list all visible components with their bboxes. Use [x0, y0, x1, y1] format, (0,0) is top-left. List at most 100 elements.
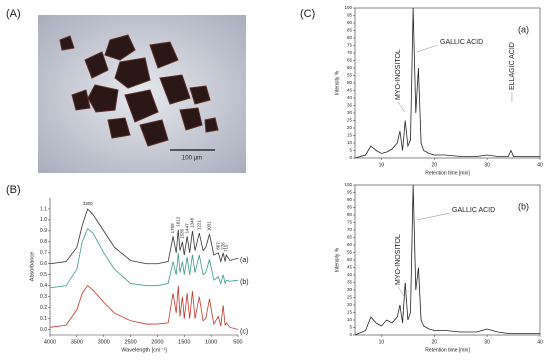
peak-label: 1221	[196, 220, 201, 231]
x-tick-label: 500	[233, 339, 242, 345]
plot-frame	[354, 184, 541, 336]
series-line	[354, 7, 540, 159]
x-tick-label: 10	[379, 162, 385, 168]
y-tick-label: 90	[347, 20, 353, 25]
peak-label: 776	[220, 242, 225, 250]
x-tick-label: 2500	[124, 339, 136, 345]
x-tick-label: 4000	[44, 339, 56, 345]
y-tick-label: 90	[347, 197, 353, 202]
y-tick-label: 10	[347, 317, 353, 322]
annotation: MYO-INOSITOL	[395, 49, 402, 100]
y-axis-label: Absorbance	[29, 252, 35, 281]
x-tick-label: 2000	[151, 339, 163, 345]
y-tick-label: 20	[347, 125, 353, 130]
y-tick-label: 0.1	[40, 316, 47, 322]
y-tick-label: 0.9	[40, 228, 47, 234]
annotation: GALLIC ACID	[452, 207, 495, 214]
y-tick-label: 30	[347, 110, 353, 115]
x-tick-label: 40	[537, 162, 543, 168]
y-tick-label: 95	[347, 13, 353, 18]
y-tick-label: 1.0	[40, 217, 47, 223]
y-tick-label: 70	[347, 227, 353, 232]
y-tick-label: 75	[347, 220, 353, 225]
series-label: (b)	[240, 279, 249, 286]
y-tick-label: 0.2	[40, 305, 47, 311]
annotation-leader	[397, 286, 405, 298]
y-axis-label: Intensity %	[334, 70, 340, 95]
series-line	[49, 285, 239, 330]
x-axis-label: Retention time [min]	[425, 170, 470, 176]
particles	[59, 34, 219, 147]
y-tick-label: 55	[347, 250, 353, 255]
peak-label: 3300	[83, 201, 94, 206]
peak-label: 719	[223, 244, 228, 252]
y-tick-label: 65	[347, 235, 353, 240]
y-tick-label: 85	[347, 28, 353, 33]
peak-label: 867	[215, 242, 220, 250]
y-tick-label: 30	[347, 287, 353, 292]
x-tick-label: 1000	[205, 339, 217, 345]
y-tick-label: 100	[344, 5, 352, 10]
y-tick-label: 65	[347, 58, 353, 63]
y-tick-label: 60	[347, 65, 353, 70]
y-tick-label: 1.1	[40, 206, 47, 212]
y-tick-label: 80	[347, 35, 353, 40]
peak-label: 1612	[175, 216, 180, 227]
y-tick-label: 15	[347, 133, 353, 138]
panel-tag: (b)	[518, 201, 529, 211]
x-tick-label: 30	[484, 339, 490, 345]
series-label: (a)	[240, 257, 249, 264]
y-tick-label: 25	[347, 118, 353, 123]
series-line	[49, 228, 239, 289]
annotation: ELLAGIC ACID	[509, 42, 516, 90]
y-tick-label: 80	[347, 212, 353, 217]
panel-tag: (a)	[518, 24, 529, 34]
x-tick-label: 3500	[71, 339, 83, 345]
panel-label: (C)	[300, 8, 315, 20]
y-tick-label: 60	[347, 242, 353, 247]
y-tick-label: 50	[347, 257, 353, 262]
peak-label: 1447	[184, 223, 189, 234]
series-line	[354, 184, 540, 336]
y-tick-label: 70	[347, 50, 353, 55]
y-tick-label: 100	[344, 182, 352, 187]
y-tick-label: 0	[349, 155, 352, 160]
panel-label: (B)	[6, 184, 21, 196]
y-tick-label: 0.4	[40, 283, 47, 289]
y-tick-label: 95	[347, 190, 353, 195]
x-tick-label: 20	[432, 162, 438, 168]
y-axis-label: Intensity %	[334, 247, 340, 272]
x-tick-label: 40	[537, 339, 543, 345]
series-label: (c)	[240, 328, 248, 335]
annotation: GALLIC ACID	[440, 39, 483, 46]
peak-label: 1348	[190, 217, 195, 228]
annotation: MYO-INOSITOL	[395, 234, 402, 285]
y-tick-label: 45	[347, 265, 353, 270]
y-tick-label: 0.7	[40, 250, 47, 256]
x-tick-label: 30	[484, 162, 490, 168]
peak-label: 1031	[207, 221, 212, 232]
x-axis-label: Wavelength [cm⁻¹]	[121, 347, 167, 353]
y-tick-label: 0.3	[40, 294, 47, 300]
y-tick-label: 75	[347, 43, 353, 48]
annotation-leader	[416, 212, 451, 221]
y-tick-label: 10	[347, 140, 353, 145]
y-tick-label: 35	[347, 103, 353, 108]
y-tick-label: 0.5	[40, 272, 47, 278]
y-tick-label: 40	[347, 272, 353, 277]
y-tick-label: 5	[349, 325, 352, 330]
y-tick-label: 85	[347, 205, 353, 210]
y-tick-label: 0.6	[40, 261, 47, 267]
y-tick-label: 0.8	[40, 239, 47, 245]
photo: 100 µm	[38, 15, 246, 173]
annotation-leader	[416, 44, 439, 53]
y-tick-label: 0	[349, 332, 352, 337]
y-tick-label: 40	[347, 95, 353, 100]
x-tick-label: 3000	[98, 339, 110, 345]
peak-label: 1535	[180, 228, 185, 239]
peak-label: 1709	[170, 223, 175, 234]
y-tick-label: 35	[347, 280, 353, 285]
y-tick-label: 50	[347, 80, 353, 85]
y-tick-label: 45	[347, 88, 353, 93]
x-axis-label: Retention time [min]	[425, 347, 470, 353]
